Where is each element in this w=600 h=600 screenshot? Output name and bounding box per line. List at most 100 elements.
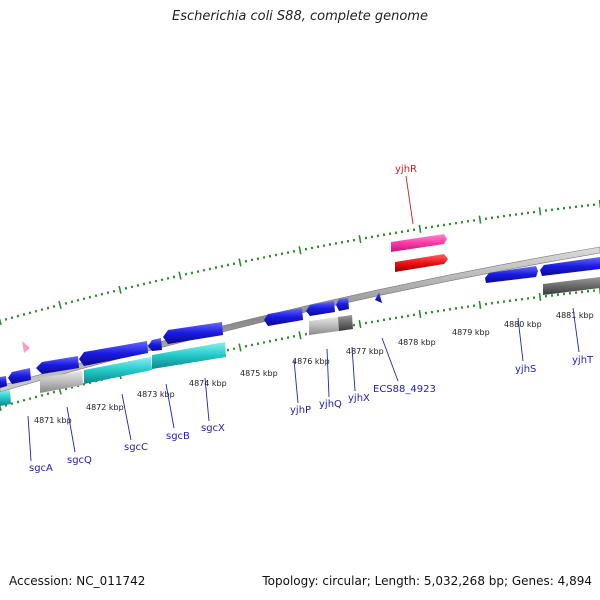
gene-leader-line [165, 383, 175, 429]
outer-tick [40, 308, 44, 312]
outer-tick [4, 317, 8, 321]
gene-label-sgcX[interactable]: sgcX [201, 423, 225, 434]
gene-sgcQ-feature[interactable] [36, 356, 79, 374]
kbp-label: 4879 kbp [452, 328, 490, 337]
outer-tick [184, 272, 188, 276]
inner-tick [46, 392, 50, 396]
gene-label-sgcB[interactable]: sgcB [166, 431, 190, 442]
inner-tick-ring [0, 285, 600, 412]
pink-marker-feature[interactable] [22, 341, 30, 353]
gene-leader-line [405, 175, 414, 225]
inner-tick [298, 331, 302, 340]
gene-yjhQ-feature[interactable] [306, 301, 335, 316]
gene-leader-line [293, 359, 299, 404]
gene-label-ECS88_4923[interactable]: ECS88_4923 [373, 384, 436, 395]
inner-tick [40, 393, 44, 397]
gene-yjhX-feature[interactable] [336, 298, 349, 311]
gene-yjhX-dark-feature[interactable] [338, 315, 353, 331]
gene-label-group: sgcA sgcQ sgcC sgcB sgcX yjhP yjhQ yjhXECS88_49… [29, 164, 594, 474]
gene-label-sgcC[interactable]: sgcC [124, 442, 148, 453]
gene-label-sgcA[interactable]: sgcA [29, 463, 53, 474]
gene-label-yjhX[interactable]: yjhX [348, 393, 370, 404]
outer-tick [34, 309, 38, 313]
gene-ECS88_4923-feature[interactable] [375, 292, 382, 303]
gene-label-yjhP[interactable]: yjhP [290, 405, 311, 416]
inner-tick [538, 292, 542, 302]
genome-summary-text: Topology: circular; Length: 5,032,268 bp… [262, 574, 592, 588]
gene-sgcX-cyan-feature[interactable] [152, 342, 226, 369]
outer-tick [478, 215, 482, 224]
outer-tick [130, 285, 134, 289]
outer-tick [220, 264, 224, 268]
inner-tick [226, 348, 230, 352]
outer-tick [214, 266, 218, 270]
gene-sgcC-cyan-feature[interactable] [84, 357, 152, 384]
gene-label-yjhQ[interactable]: yjhQ [319, 399, 342, 410]
inner-tick [10, 402, 14, 406]
gene-leader-line [204, 377, 210, 422]
inner-tick [0, 404, 2, 412]
outer-tick [106, 291, 110, 295]
gene-yjhQ-gray-feature[interactable] [309, 317, 339, 335]
gene-sgcQ-gray-feature[interactable] [40, 371, 83, 393]
outer-tick [238, 258, 242, 267]
outer-tick [28, 311, 32, 315]
gene-label-sgcQ[interactable]: sgcQ [67, 455, 92, 466]
gene-leader-line [66, 406, 76, 453]
kbp-label: 4874 kbp [189, 379, 227, 388]
inner-tick [238, 343, 242, 352]
gene-red-feature[interactable] [395, 254, 448, 272]
outer-tick [10, 316, 14, 320]
gene-sgcB-feature[interactable] [148, 338, 162, 351]
inner-tick [16, 400, 20, 404]
gene-leader-line [326, 348, 330, 398]
outer-tick [0, 318, 2, 326]
kbp-label: 4881 kbp [556, 311, 594, 320]
outer-tick [358, 234, 362, 244]
kbp-label: 4873 kbp [137, 390, 175, 399]
outer-tick [298, 246, 302, 255]
outer-tick [538, 207, 542, 216]
gene-label-yjhT[interactable]: yjhT [572, 355, 594, 366]
kbp-label: 4880 kbp [504, 320, 542, 329]
kbp-label: 4878 kbp [398, 338, 436, 347]
inner-tick [358, 319, 362, 329]
inner-tick [82, 382, 86, 386]
gene-edge-cyan-feature[interactable] [0, 390, 11, 406]
gene-label-yjhR[interactable]: yjhR [395, 164, 417, 175]
gene-sgcC-feature[interactable] [79, 341, 148, 366]
outer-tick [160, 278, 164, 282]
outer-tick [418, 224, 422, 233]
outer-tick [76, 298, 80, 302]
outer-tick [112, 289, 116, 293]
inner-tick [478, 300, 482, 310]
gene-edge-feature[interactable] [0, 376, 7, 388]
kbp-label-group: 4871 kbp 4872 kbp 4873 kbp 4874 kbp 4875 kbp… [34, 311, 594, 425]
outer-tick [64, 301, 68, 305]
gene-yjhS-feature[interactable] [485, 266, 538, 283]
gene-yjhR-feature[interactable] [391, 234, 447, 252]
outer-tick [190, 271, 194, 275]
outer-tick [154, 279, 158, 283]
gene-sgcA-feature[interactable] [8, 368, 31, 384]
outer-tick [148, 281, 152, 284]
gene-yjhP-feature[interactable] [264, 308, 303, 326]
inner-tick [418, 309, 422, 319]
forward-strand-features [391, 234, 600, 295]
outer-tick [196, 270, 200, 273]
outer-tick [142, 282, 146, 286]
gene-leader-line [27, 415, 32, 462]
kbp-label: 4876 kbp [292, 357, 330, 366]
inner-tick [22, 398, 26, 402]
gene-leader-line [381, 337, 399, 382]
outer-tick [124, 286, 128, 290]
gene-label-yjhS[interactable]: yjhS [515, 364, 536, 375]
outer-tick-ring [0, 199, 600, 326]
gene-sgcX-feature[interactable] [163, 322, 223, 344]
outer-tick [94, 294, 98, 298]
gene-yjhT-gray-feature[interactable] [543, 277, 600, 295]
gene-yjhT-feature[interactable] [540, 257, 600, 276]
outer-tick [70, 300, 74, 304]
